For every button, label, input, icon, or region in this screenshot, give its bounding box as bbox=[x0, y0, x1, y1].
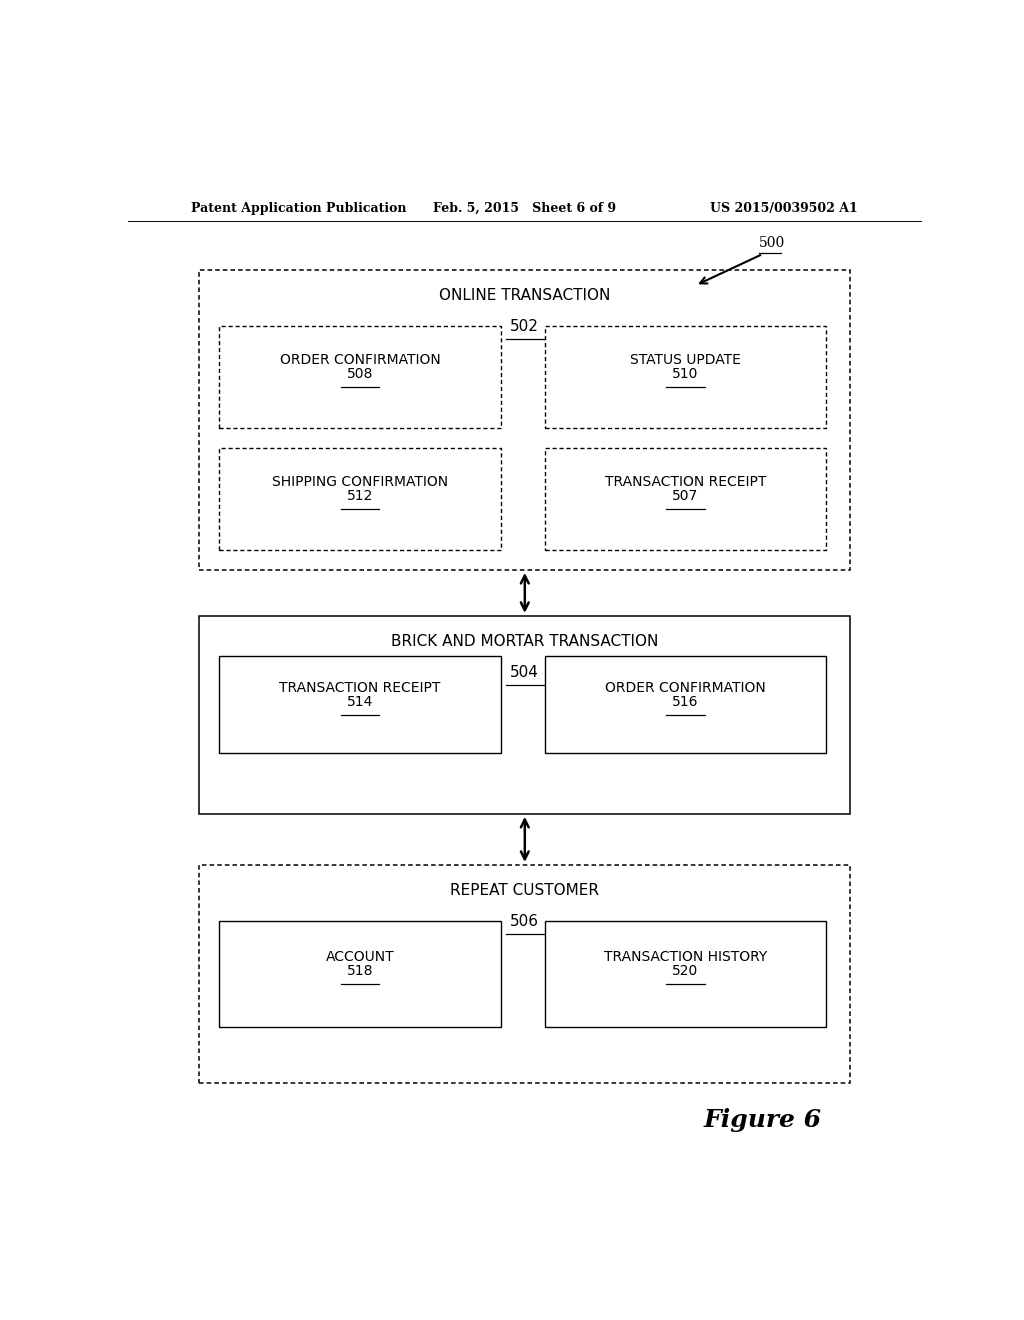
Text: TRANSACTION RECEIPT: TRANSACTION RECEIPT bbox=[280, 681, 440, 694]
Text: ACCOUNT: ACCOUNT bbox=[326, 950, 394, 964]
Bar bbox=[545, 921, 826, 1027]
Text: 506: 506 bbox=[510, 913, 540, 928]
Bar bbox=[545, 656, 826, 752]
Text: ONLINE TRANSACTION: ONLINE TRANSACTION bbox=[439, 289, 610, 304]
Bar bbox=[219, 447, 501, 549]
Text: 504: 504 bbox=[510, 664, 540, 680]
Text: 508: 508 bbox=[347, 367, 374, 380]
Text: 507: 507 bbox=[673, 488, 698, 503]
Text: 500: 500 bbox=[759, 236, 785, 249]
Text: 520: 520 bbox=[673, 964, 698, 978]
Bar bbox=[219, 656, 501, 752]
Text: 516: 516 bbox=[672, 694, 698, 709]
Bar bbox=[200, 615, 850, 814]
Text: Patent Application Publication: Patent Application Publication bbox=[191, 202, 407, 215]
Bar bbox=[219, 326, 501, 428]
Text: 514: 514 bbox=[347, 694, 374, 709]
Text: BRICK AND MORTAR TRANSACTION: BRICK AND MORTAR TRANSACTION bbox=[391, 634, 658, 649]
Text: 502: 502 bbox=[510, 319, 540, 334]
Text: Figure 6: Figure 6 bbox=[703, 1107, 822, 1133]
Text: ORDER CONFIRMATION: ORDER CONFIRMATION bbox=[280, 352, 440, 367]
Text: 510: 510 bbox=[673, 367, 698, 380]
Text: 518: 518 bbox=[347, 964, 374, 978]
Text: TRANSACTION RECEIPT: TRANSACTION RECEIPT bbox=[605, 475, 766, 488]
Text: Feb. 5, 2015   Sheet 6 of 9: Feb. 5, 2015 Sheet 6 of 9 bbox=[433, 202, 616, 215]
Text: STATUS UPDATE: STATUS UPDATE bbox=[630, 352, 741, 367]
Text: REPEAT CUSTOMER: REPEAT CUSTOMER bbox=[451, 883, 599, 898]
Text: SHIPPING CONFIRMATION: SHIPPING CONFIRMATION bbox=[272, 475, 449, 488]
Bar bbox=[200, 271, 850, 570]
Text: TRANSACTION HISTORY: TRANSACTION HISTORY bbox=[604, 950, 767, 964]
Bar bbox=[200, 865, 850, 1084]
Text: 512: 512 bbox=[347, 488, 374, 503]
Text: ORDER CONFIRMATION: ORDER CONFIRMATION bbox=[605, 681, 766, 694]
Bar bbox=[219, 921, 501, 1027]
Bar bbox=[545, 326, 826, 428]
Bar bbox=[545, 447, 826, 549]
Text: US 2015/0039502 A1: US 2015/0039502 A1 bbox=[711, 202, 858, 215]
